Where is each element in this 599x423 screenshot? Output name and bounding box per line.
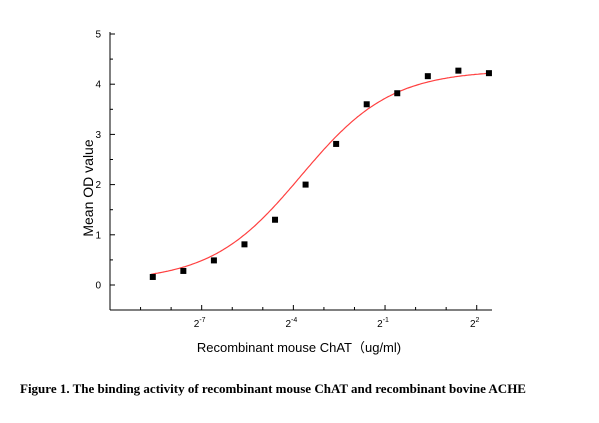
data-point [394,90,401,97]
figure-caption: Figure 1. The binding activity of recomb… [20,381,526,396]
data-point [363,101,370,108]
y-tick-label: 2 [95,180,101,191]
y-tick-label: 5 [95,30,101,41]
data-points [149,67,492,280]
x-axis-label: Recombinant mouse ChAT（ug/ml) [197,340,401,355]
data-point [455,67,462,74]
data-point [485,70,492,77]
x-axis: 2-7 2-4 2-1 22 [110,305,492,330]
x-tick-label: 2-7 [194,317,206,330]
y-tick-label: 4 [95,80,101,91]
data-point [272,216,279,223]
x-tick-label: 2-4 [285,317,297,330]
y-tick-label: 3 [95,130,101,141]
data-point [210,257,217,264]
data-point [241,241,248,248]
data-point [333,140,340,147]
y-axis-label: Mean OD value [80,139,96,236]
x-tick-label: 2-1 [377,317,389,330]
y-tick-label: 0 [95,281,101,292]
binding-activity-chart: 0 1 2 3 4 5 2-7 2-4 2-1 22 Mean OD value Recombi… [80,30,492,355]
x-tick-label: 22 [470,317,480,330]
data-point [302,181,309,188]
data-point [424,73,431,80]
y-tick-label: 1 [95,230,101,241]
y-axis: 0 1 2 3 4 5 [95,30,115,310]
fit-curve [151,72,491,275]
data-point [149,273,156,280]
data-point [180,267,187,274]
